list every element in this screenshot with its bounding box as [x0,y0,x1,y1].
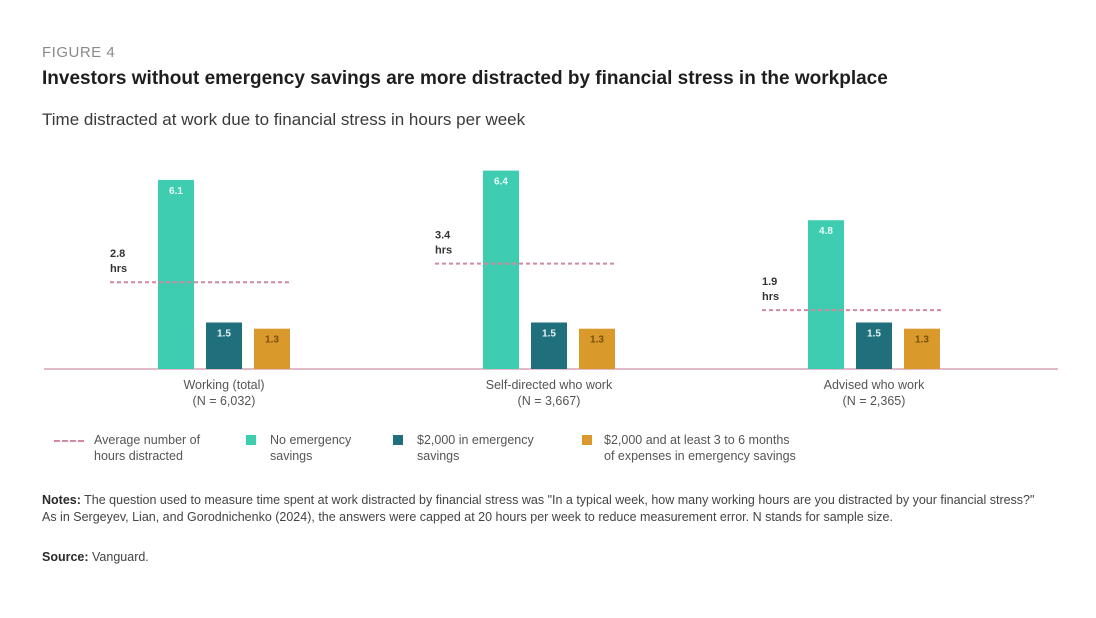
category-label: Working (total) [183,378,264,392]
average-unit-label: hrs [110,263,127,275]
bar [856,322,892,369]
legend-item-2000-plus-months: $2,000 and at least 3 to 6 months of exp… [582,432,796,464]
bar-value-label: 1.3 [265,335,279,346]
average-unit-label: hrs [435,245,452,257]
average-value-label: 1.9 [762,276,777,288]
average-value-label: 3.4 [435,230,451,242]
bar-value-label: 1.3 [590,335,604,346]
teal-swatch-icon [246,435,256,445]
bar-value-label: 1.3 [915,335,929,346]
average-value-label: 2.8 [110,248,125,260]
gold-swatch-icon [582,435,592,445]
bar [531,322,567,369]
bar [206,322,242,369]
legend-item-2000-savings: $2,000 in emergency savings [393,432,534,464]
legend-label-line1: $2,000 in emergency [417,433,534,447]
bar [904,328,940,369]
notes-text: The question used to measure time spent … [42,493,1035,524]
source-text: Vanguard. [88,550,149,564]
bar-value-label: 1.5 [542,329,556,340]
legend-label-line2: savings [417,449,460,463]
legend-item-no-savings: No emergency savings [246,432,351,464]
legend-label-line1: $2,000 and at least 3 to 6 months [604,433,790,447]
legend-label-line1: No emergency [270,433,352,447]
category-label: Self-directed who work [486,378,613,392]
bar [158,179,194,369]
legend-label-line1: Average number of [94,433,201,447]
chart-legend: Average number of hours distracted No em… [0,432,1096,472]
legend-label-line2: savings [270,449,313,463]
category-n-label: (N = 3,667) [518,394,581,408]
dashed-line-icon [54,440,84,442]
notes: Notes: The question used to measure time… [42,492,1042,526]
legend-label-line2: of expenses in emergency savings [604,449,796,463]
source-label: Source: [42,550,89,564]
bar [254,328,290,369]
figure-label: FIGURE 4 [42,44,116,61]
category-label: Advised who work [824,378,925,392]
legend-item-average: Average number of hours distracted [54,432,200,464]
dark-teal-swatch-icon [393,435,403,445]
bar-value-label: 4.8 [819,226,833,237]
bar [579,328,615,369]
bar [808,220,844,369]
chart-subtitle: Time distracted at work due to financial… [42,110,526,129]
bar-value-label: 1.5 [867,329,881,340]
bar-value-label: 6.4 [494,177,508,188]
source: Source: Vanguard. [42,550,149,564]
bar-chart: 6.1 1.5 1.3 2.8 hrs Working (total) (N = 6,032… [44,170,1058,408]
category-n-label: (N = 6,032) [193,394,256,408]
chart-title: Investors without emergency savings are … [42,68,888,89]
average-unit-label: hrs [762,291,779,303]
bar [483,170,519,369]
category-n-label: (N = 2,365) [843,394,906,408]
notes-label: Notes: [42,493,81,507]
bar-value-label: 1.5 [217,329,231,340]
legend-label-line2: hours distracted [94,449,183,463]
bar-value-label: 6.1 [169,186,183,197]
